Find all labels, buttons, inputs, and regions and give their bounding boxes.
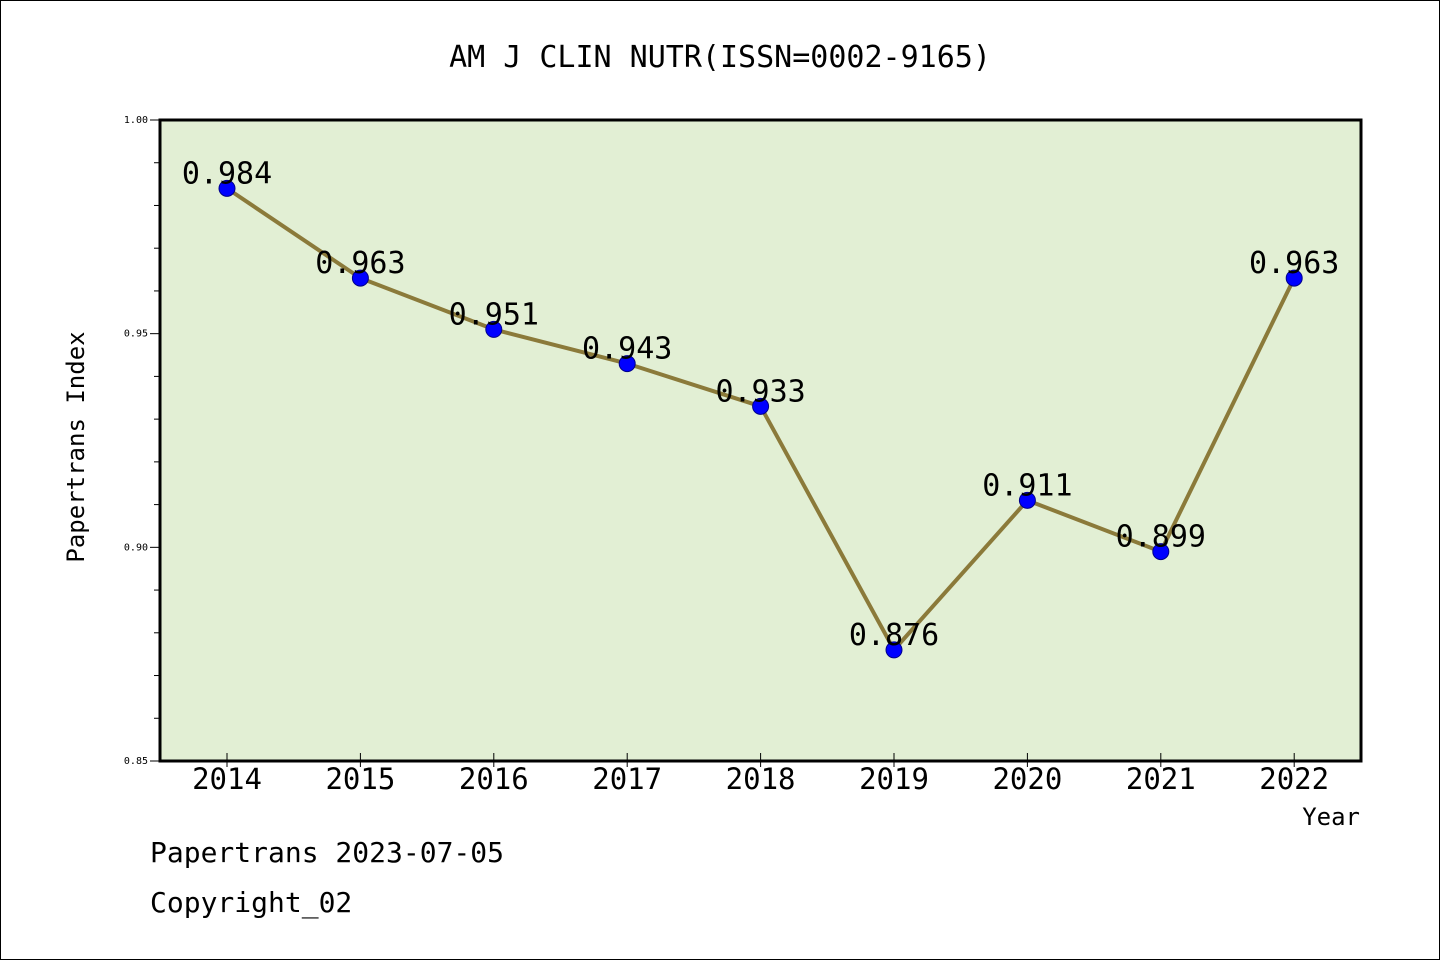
y-axis-label: Papertrans Index xyxy=(62,331,90,562)
data-label: 0.943 xyxy=(582,332,672,367)
data-point xyxy=(885,641,903,659)
data-label: 0.911 xyxy=(982,468,1072,503)
x-tick-label: 2016 xyxy=(459,762,529,796)
data-point xyxy=(1018,491,1036,509)
y-tick-label: 1.00 xyxy=(124,115,148,126)
data-point xyxy=(351,269,369,287)
x-tick-label: 2015 xyxy=(325,762,395,796)
data-point xyxy=(1152,543,1170,561)
plot-area xyxy=(160,120,1361,761)
y-tick-label: 0.95 xyxy=(124,329,148,340)
axis-ticks: 0.85 0.90 0.95 1.00 2014 2015 2016 2017 2018 2019… xyxy=(124,115,1363,796)
data-label: 0.899 xyxy=(1116,520,1206,555)
x-tick-label: 2017 xyxy=(592,762,662,796)
data-point xyxy=(1285,269,1303,287)
data-label: 0.876 xyxy=(849,618,939,653)
x-tick-label: 2020 xyxy=(992,762,1062,796)
data-label: 0.951 xyxy=(449,297,539,332)
x-tick-label: 2021 xyxy=(1126,762,1196,796)
data-point xyxy=(618,355,636,373)
x-axis-label: Year xyxy=(1302,803,1360,831)
y-tick-label: 0.90 xyxy=(124,542,148,553)
y-tick-label: 0.85 xyxy=(124,756,148,767)
x-tick-label: 2019 xyxy=(859,762,929,796)
data-label: 0.984 xyxy=(182,156,272,191)
data-point xyxy=(752,397,770,415)
series-layer: 0.984 0.963 0.951 0.943 0.933 0.876 0.911 0.899… xyxy=(182,156,1339,659)
data-label: 0.963 xyxy=(1249,246,1339,281)
x-tick-label: 2014 xyxy=(192,762,262,796)
plot-border xyxy=(158,118,1363,763)
data-label: 0.933 xyxy=(715,374,805,409)
data-point xyxy=(218,179,236,197)
chart-title: AM J CLIN NUTR(ISSN=0002-9165) xyxy=(449,40,991,75)
data-point xyxy=(485,320,503,338)
data-label: 0.963 xyxy=(315,246,405,281)
footer-date: Papertrans 2023-07-05 xyxy=(150,836,505,869)
x-tick-label: 2018 xyxy=(726,762,796,796)
x-tick-label: 2022 xyxy=(1259,762,1329,796)
footer-copyright: Copyright_02 xyxy=(150,886,353,919)
